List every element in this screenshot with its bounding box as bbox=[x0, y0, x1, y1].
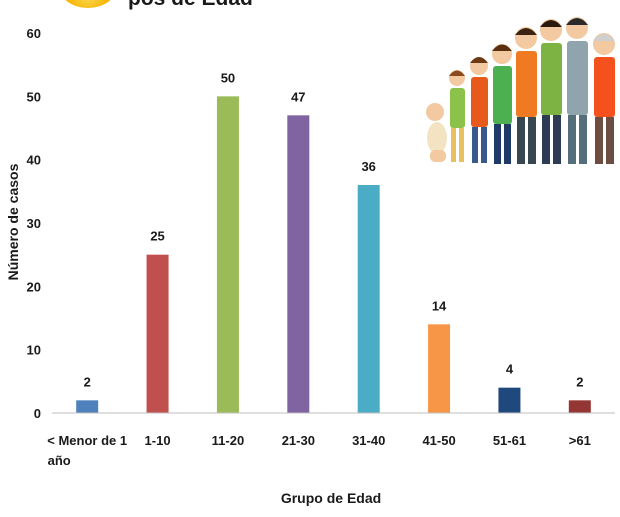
x-axis: < Menor de 1 año 1-10 11-20 21-30 31-40 41-50 5… bbox=[47, 433, 591, 468]
bar-value-label: 50 bbox=[221, 70, 235, 85]
y-tick-label: 40 bbox=[27, 153, 41, 168]
sun-emblem-icon bbox=[60, 0, 116, 8]
y-tick-label: 60 bbox=[27, 26, 41, 41]
x-tick-label: 41-50 bbox=[422, 433, 455, 448]
bar bbox=[498, 387, 521, 413]
bar bbox=[568, 400, 591, 413]
bar bbox=[76, 400, 99, 413]
bar bbox=[216, 96, 239, 413]
y-tick-label: 30 bbox=[27, 216, 41, 231]
x-tick-label: 1-10 bbox=[145, 433, 171, 448]
x-tick-label: < Menor de 1 año bbox=[47, 433, 127, 468]
y-tick-label: 10 bbox=[27, 343, 41, 358]
bar-value-label: 2 bbox=[84, 374, 91, 389]
bar bbox=[287, 115, 310, 413]
data-labels: 2 25 50 47 36 14 4 2 bbox=[84, 70, 584, 389]
y-tick-label: 0 bbox=[34, 406, 41, 421]
y-axis: 0 10 20 30 40 50 60 bbox=[27, 26, 41, 421]
family-age-progression-icon bbox=[426, 17, 615, 164]
x-tick-label: 51-61 bbox=[493, 433, 526, 448]
x-tick-label: 31-40 bbox=[352, 433, 385, 448]
bar-value-label: 47 bbox=[291, 89, 305, 104]
bar-value-label: 14 bbox=[432, 298, 447, 313]
chart-title: pos de Edad bbox=[128, 0, 253, 11]
bars bbox=[76, 96, 591, 413]
bar-value-label: 36 bbox=[361, 159, 375, 174]
x-tick-label: 11-20 bbox=[212, 433, 245, 448]
y-axis-title: Número de casos bbox=[5, 163, 21, 280]
x-tick-label: >61 bbox=[569, 433, 591, 448]
bar bbox=[428, 324, 451, 413]
x-axis-title: Grupo de Edad bbox=[281, 490, 381, 506]
x-tick-label: 21-30 bbox=[282, 433, 315, 448]
bar-value-label: 4 bbox=[506, 362, 514, 377]
y-tick-label: 50 bbox=[27, 89, 41, 104]
y-tick-label: 20 bbox=[27, 279, 41, 294]
bar-value-label: 2 bbox=[576, 374, 583, 389]
bar-value-label: 25 bbox=[150, 229, 164, 244]
bar bbox=[357, 185, 380, 413]
bar bbox=[146, 254, 169, 413]
chart-title-area: pos de Edad bbox=[0, 0, 440, 16]
